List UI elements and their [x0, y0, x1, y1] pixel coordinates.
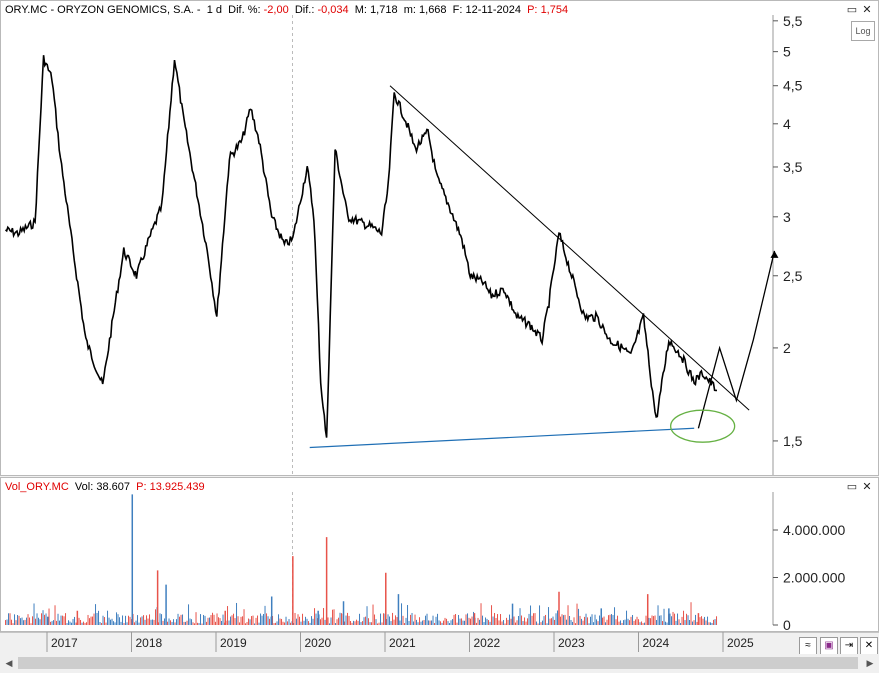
- max-label: M:: [354, 4, 367, 16]
- price-tick-label: 4,5: [783, 78, 803, 94]
- x-tick-label: 2022: [474, 636, 501, 650]
- scroll-right-icon[interactable]: ▶: [866, 658, 874, 668]
- volume-maximize-icon[interactable]: ▭: [846, 481, 858, 493]
- projection-path: [697, 250, 776, 429]
- dif-label: Dif.:: [294, 4, 315, 16]
- price-series-line: [4, 55, 717, 438]
- export-icon[interactable]: ⇥: [840, 637, 858, 655]
- volume-p-label: P:: [136, 481, 147, 493]
- save-icon[interactable]: ▣: [820, 637, 838, 655]
- price-tick-label: 2: [783, 340, 791, 356]
- volume-header: Vol_ORY.MC Vol: 38.607 P: 13.925.439: [5, 481, 205, 493]
- scroll-thumb[interactable]: [18, 657, 858, 669]
- x-tick-label: 2020: [305, 636, 332, 650]
- price-chart: 5,5 5 4,5 4 3,5 3 2,5 2 1,5: [4, 13, 803, 475]
- price-tick-label: 2,5: [783, 268, 803, 284]
- min-label: m:: [403, 4, 416, 16]
- x-tick-label: 2021: [389, 636, 416, 650]
- volume-tick-label: 0: [783, 617, 791, 631]
- volume-chart-panel: Vol_ORY.MC Vol: 38.607 P: 13.925.439 ▭ ✕…: [0, 477, 879, 632]
- x-tick-label: 2025: [727, 636, 754, 650]
- x-tick-label: 2018: [136, 636, 163, 650]
- volume-p-value: 13.925.439: [149, 481, 205, 493]
- price-tick-label: 1,5: [783, 433, 803, 449]
- close-icon[interactable]: ✕: [862, 4, 872, 16]
- date-value: 12-11-2024: [465, 4, 521, 16]
- price-tick-label: 3,5: [783, 159, 803, 175]
- x-axis: 2017 2018 2019 2020 2021 2022 2023 2024 2025: [0, 632, 879, 652]
- maximize-icon[interactable]: ▭: [846, 4, 858, 16]
- price-tick-label: 3: [783, 209, 791, 225]
- volume-tick-label: 2.000.000: [783, 570, 845, 586]
- x-tick-label: 2024: [643, 636, 670, 650]
- log-scale-button[interactable]: Log: [851, 21, 875, 41]
- x-tick-label: 2023: [558, 636, 585, 650]
- ticker-label: ORY.MC - ORYZON GENOMICS, S.A. -: [5, 4, 201, 16]
- min-value: 1,668: [419, 4, 447, 16]
- dif-pct-value: -2,00: [263, 4, 289, 16]
- max-value: 1,718: [370, 4, 398, 16]
- volume-vol-value: 38.607: [96, 481, 130, 493]
- volume-name: Vol_ORY.MC: [5, 481, 69, 493]
- x-tick-label: 2017: [51, 636, 78, 650]
- scroll-left-icon[interactable]: ◀: [5, 658, 13, 668]
- volume-vol-label: Vol:: [74, 481, 94, 493]
- price-chart-panel: ORY.MC - ORYZON GENOMICS, S.A. - 1 d Dif…: [0, 0, 879, 476]
- highlight-ellipse: [670, 409, 736, 443]
- price-tick-label: 4: [783, 116, 791, 132]
- date-label: F:: [452, 4, 463, 16]
- price-value: 1,754: [540, 4, 569, 16]
- dif-pct-label: Dif. %:: [228, 4, 261, 16]
- support-trendline: [309, 427, 695, 449]
- price-tick-label: 5,5: [783, 13, 803, 29]
- timeframe-label: 1 d: [206, 4, 223, 16]
- projection-arrowhead: [770, 250, 779, 258]
- close-chart-icon[interactable]: ✕: [860, 637, 878, 655]
- dif-value: -0,034: [317, 4, 349, 16]
- volume-tick-label: 4.000.000: [783, 522, 845, 538]
- horizontal-scrollbar[interactable]: ◀ ▶: [0, 654, 879, 671]
- price-label: P:: [527, 4, 538, 16]
- price-header: ORY.MC - ORYZON GENOMICS, S.A. - 1 d Dif…: [5, 4, 568, 16]
- x-tick-label: 2019: [220, 636, 247, 650]
- volume-close-icon[interactable]: ✕: [862, 481, 872, 493]
- indicator-tool-button[interactable]: ≈: [799, 637, 817, 655]
- volume-chart: 4.000.000 2.000.000 0: [5, 492, 845, 631]
- price-tick-label: 5: [783, 44, 791, 60]
- resistance-trendline: [389, 85, 750, 411]
